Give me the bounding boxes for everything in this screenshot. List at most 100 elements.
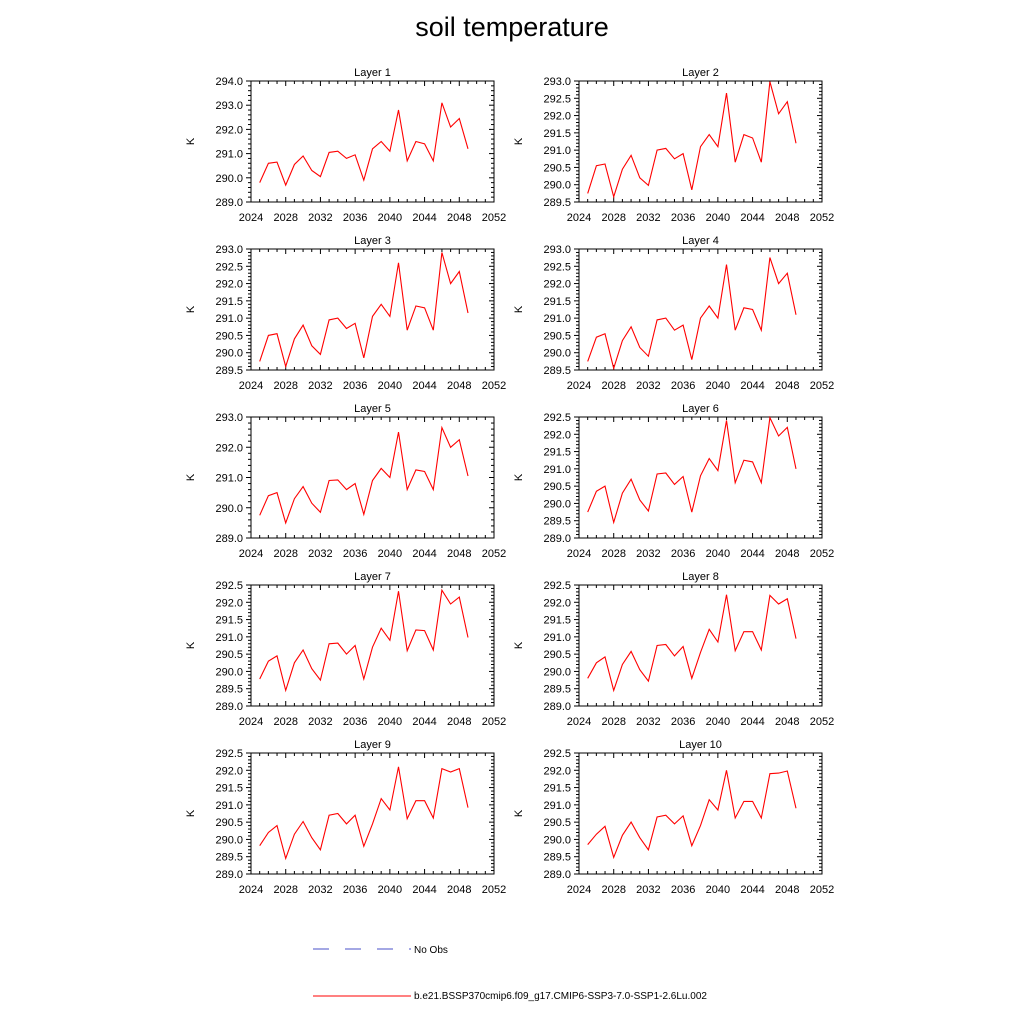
panel-3: Layer 3 K 2024 2028 2032 2036 2040 2044 2048 2052… [185,235,506,392]
x-tick-label: 2036 [671,548,695,560]
y-tick-label: 293.0 [215,244,243,256]
y-tick-label: 290.0 [215,666,243,678]
y-tick-label: 291.5 [543,296,571,308]
x-tick-label: 2048 [775,884,799,896]
y-tick-label: 290.5 [543,649,571,661]
panel-title: Layer 2 [682,67,719,79]
x-tick-label: 2028 [273,212,297,224]
y-tick-label: 290.0 [543,666,571,678]
x-tick-label: 2028 [601,884,625,896]
panel-6: Layer 6 K 2024 2028 2032 2036 2040 2044 2048 2052… [513,403,834,560]
x-tick-label: 2024 [567,884,591,896]
y-tick-label: 293.0 [215,412,243,424]
y-tick-label: 291.5 [215,783,243,795]
x-tick-label: 2024 [567,380,591,392]
y-tick-label: 291.5 [543,783,571,795]
y-tick-label: 290.0 [543,498,571,510]
y-tick-label: 292.5 [543,412,571,424]
panel-title: Layer 8 [682,571,719,583]
panel-8: Layer 8 K 2024 2028 2032 2036 2040 2044 2048 2052… [513,571,834,728]
x-tick-label: 2044 [740,884,764,896]
x-tick-label: 2024 [567,212,591,224]
x-tick-label: 2044 [412,716,436,728]
panel-title: Layer 1 [354,67,391,79]
x-tick-label: 2032 [636,548,660,560]
x-tick-label: 2028 [273,548,297,560]
y-tick-label: 292.0 [215,597,243,609]
panel-7: Layer 7 K 2024 2028 2032 2036 2040 2044 2048 2052… [185,571,506,728]
x-tick-label: 2036 [343,548,367,560]
y-tick-label: 292.5 [543,580,571,592]
series-line [259,766,469,861]
x-tick-label: 2048 [447,716,471,728]
y-tick-label: 291.0 [543,632,571,644]
y-tick-label: 292.0 [543,279,571,291]
y-tick-label: 291.0 [543,145,571,157]
panel-4: Layer 4 K 2024 2028 2032 2036 2040 2044 2048 2052… [513,235,834,392]
y-tick-label: 289.5 [215,684,243,696]
y-tick-label: 291.0 [215,313,243,325]
series-line [259,102,469,187]
plot-frame [250,416,495,539]
x-tick-label: 2052 [810,212,834,224]
x-tick-label: 2052 [482,380,506,392]
x-tick-label: 2032 [308,548,332,560]
y-tick-label: 291.0 [215,473,243,485]
x-tick-label: 2044 [740,380,764,392]
plot-frame [250,584,495,707]
series-line [259,425,469,525]
series-line [259,588,469,693]
y-tick-label: 289.0 [215,533,243,545]
x-tick-label: 2048 [447,548,471,560]
x-tick-label: 2044 [740,716,764,728]
y-tick-label: 289.5 [543,516,571,528]
panels-svg: Layer 1 K 2024 2028 2032 2036 2040 2044 2048 2052… [185,67,834,896]
figure-title: soil temperature [415,12,609,42]
y-tick-label: 292.0 [215,124,243,136]
x-tick-label: 2048 [775,716,799,728]
x-tick-label: 2028 [273,716,297,728]
x-tick-label: 2040 [706,716,730,728]
y-tick-label: 292.0 [543,429,571,441]
x-tick-label: 2040 [706,548,730,560]
y-tick-label: 291.0 [215,149,243,161]
y-tick-label: 290.5 [543,330,571,342]
x-tick-label: 2044 [740,548,764,560]
y-axis-label: K [513,641,525,649]
y-tick-label: 292.5 [215,261,243,273]
x-tick-label: 2052 [810,548,834,560]
y-tick-label: 293.0 [215,100,243,112]
x-tick-label: 2040 [378,212,402,224]
x-tick-label: 2032 [308,380,332,392]
x-tick-label: 2036 [671,380,695,392]
x-tick-label: 2024 [239,380,263,392]
y-tick-label: 292.0 [215,765,243,777]
x-tick-label: 2052 [482,548,506,560]
x-tick-label: 2036 [671,884,695,896]
y-tick-label: 289.5 [543,197,571,209]
x-tick-label: 2040 [378,884,402,896]
y-tick-label: 289.5 [215,365,243,377]
legend-model-label: b.e21.BSSP370cmip6.f09_g17.CMIP6-SSP3-7.… [414,991,707,1002]
y-tick-label: 294.0 [215,76,243,88]
series-line [587,81,797,199]
y-tick-label: 290.0 [215,348,243,360]
y-axis-label: K [513,473,525,481]
y-axis-label: K [513,137,525,145]
x-tick-label: 2044 [412,548,436,560]
y-axis-label: K [185,305,197,313]
y-tick-label: 290.0 [215,503,243,515]
x-tick-label: 2024 [239,716,263,728]
y-tick-label: 291.5 [543,128,571,140]
x-tick-label: 2036 [671,212,695,224]
panel-9: Layer 9 K 2024 2028 2032 2036 2040 2044 2048 2052… [185,739,506,896]
y-tick-label: 289.0 [543,869,571,881]
x-tick-label: 2036 [343,380,367,392]
x-tick-label: 2048 [447,212,471,224]
panel-title: Layer 4 [682,235,719,247]
x-tick-label: 2032 [308,884,332,896]
plot-frame [578,80,823,203]
x-tick-label: 2048 [775,380,799,392]
x-tick-label: 2040 [706,884,730,896]
